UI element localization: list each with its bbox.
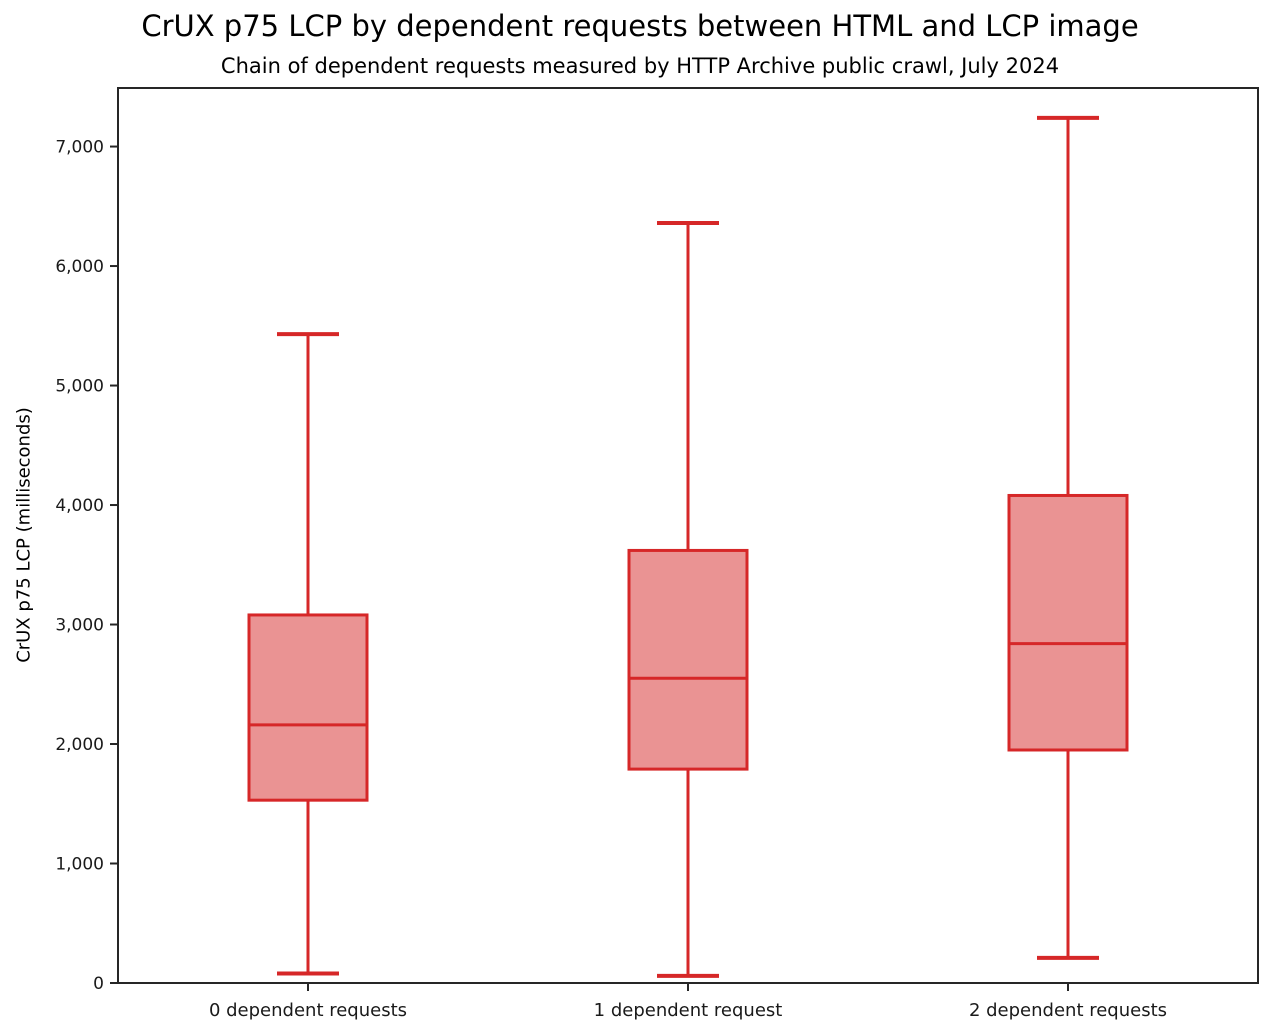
y-tick-label-4-000: 4,000 (55, 496, 104, 516)
y-tick-label-0: 0 (93, 974, 104, 994)
x-tick-label-1-dependent-request: 1 dependent request (594, 1000, 783, 1021)
box-1-dependent-request (627, 221, 749, 978)
y-tick-label-5-000: 5,000 (55, 377, 104, 397)
y-tick-label-2-000: 2,000 (55, 735, 104, 755)
chart-title: CrUX p75 LCP by dependent requests betwe… (141, 9, 1139, 43)
iqr-box (627, 548, 749, 771)
box-2-dependent-requests (1007, 115, 1129, 960)
y-tick-label-6-000: 6,000 (55, 257, 104, 277)
chart-subtitle: Chain of dependent requests measured by … (220, 54, 1060, 78)
y-tick-label-7-000: 7,000 (55, 138, 104, 158)
x-tick-label-0-dependent-requests: 0 dependent requests (209, 1000, 407, 1021)
y-tick-label-1-000: 1,000 (55, 855, 104, 875)
iqr-box (1007, 493, 1129, 752)
box-0-dependent-requests (247, 332, 369, 976)
x-tick-label-2-dependent-requests: 2 dependent requests (969, 1000, 1167, 1021)
y-tick-label-3-000: 3,000 (55, 616, 104, 636)
iqr-box (247, 613, 369, 802)
